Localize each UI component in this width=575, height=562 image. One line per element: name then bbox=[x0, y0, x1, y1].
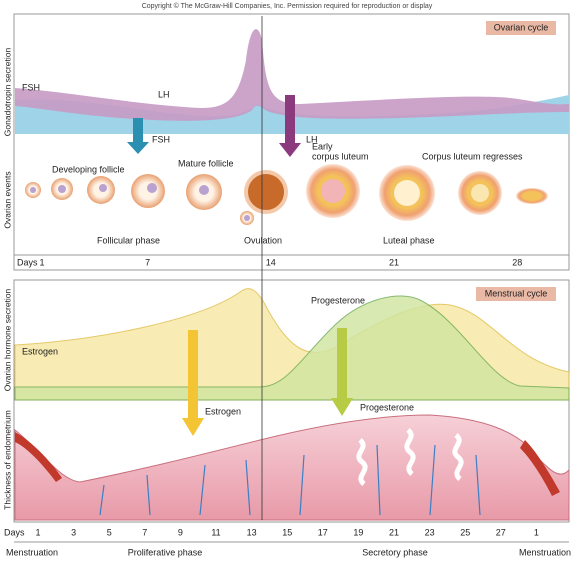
arrow bbox=[182, 330, 204, 436]
day-label: 5 bbox=[107, 527, 112, 537]
axis-label: Ovarian events bbox=[2, 171, 12, 228]
phase-label: Menstruation bbox=[519, 547, 571, 557]
copyright: Copyright © The McGraw-Hill Companies, I… bbox=[142, 2, 433, 10]
day-label: 14 bbox=[266, 257, 276, 267]
day-label: 19 bbox=[353, 527, 363, 537]
curve-label: Estrogen bbox=[22, 346, 58, 356]
axis-label: Gonadotropin secretion bbox=[2, 48, 12, 137]
arrow-label: LH bbox=[306, 134, 318, 144]
phase-label: Menstruation bbox=[6, 547, 58, 557]
day-label: 23 bbox=[425, 527, 435, 537]
day-label: 21 bbox=[389, 257, 399, 267]
day-label: 15 bbox=[282, 527, 292, 537]
curve-label: Progesterone bbox=[311, 295, 365, 305]
label: Mature follicle bbox=[178, 158, 234, 168]
day-label: 7 bbox=[142, 527, 147, 537]
label: Luteal phase bbox=[383, 235, 435, 245]
day-label: 3 bbox=[71, 527, 76, 537]
label: Ovulation bbox=[244, 235, 282, 245]
lh-curve bbox=[15, 29, 569, 121]
curve-label: FSH bbox=[22, 82, 40, 92]
arrow bbox=[279, 95, 301, 157]
label: Follicular phase bbox=[97, 235, 160, 245]
arrow-label: FSH bbox=[152, 134, 170, 144]
arrow bbox=[127, 118, 149, 154]
arrow-label: Progesterone bbox=[360, 402, 414, 412]
glands bbox=[356, 428, 464, 486]
badge bbox=[486, 21, 556, 35]
vessel bbox=[520, 440, 560, 496]
day-label: 1 bbox=[39, 257, 44, 267]
label: Early bbox=[312, 141, 333, 151]
day-label: 17 bbox=[318, 527, 328, 537]
ovarian-badge: Ovarian cycle bbox=[494, 22, 549, 32]
day-label: 9 bbox=[178, 527, 183, 537]
axis-label: Thickness of endometrium bbox=[2, 410, 12, 510]
label: Corpus luteum regresses bbox=[422, 151, 523, 161]
days-label: Days bbox=[17, 257, 38, 267]
label: corpus luteum bbox=[312, 151, 369, 161]
day-label: 1 bbox=[534, 527, 539, 537]
menstrual-badge: Menstrual cycle bbox=[485, 288, 548, 298]
vessels bbox=[99, 444, 481, 516]
arrow bbox=[331, 328, 353, 416]
day-label: 13 bbox=[247, 527, 257, 537]
day-label: 25 bbox=[460, 527, 470, 537]
vessel bbox=[15, 432, 62, 482]
day-label: 27 bbox=[496, 527, 506, 537]
progesterone-curve bbox=[14, 295, 570, 401]
arrow-label: Estrogen bbox=[205, 406, 241, 416]
axis-label: Ovarian hormone secretion bbox=[2, 288, 12, 391]
day-label: 28 bbox=[512, 257, 522, 267]
day-label: 7 bbox=[145, 257, 150, 267]
badge bbox=[476, 287, 556, 301]
days-label: Days bbox=[4, 527, 25, 537]
day-label: 11 bbox=[211, 527, 220, 537]
day-label: 1 bbox=[35, 527, 40, 537]
follicles bbox=[25, 164, 548, 225]
curve-label: LH bbox=[158, 89, 170, 99]
day-label: 21 bbox=[389, 527, 399, 537]
phase-label: Secretory phase bbox=[362, 547, 428, 557]
label: Developing follicle bbox=[52, 164, 125, 174]
phase-label: Proliferative phase bbox=[128, 547, 203, 557]
